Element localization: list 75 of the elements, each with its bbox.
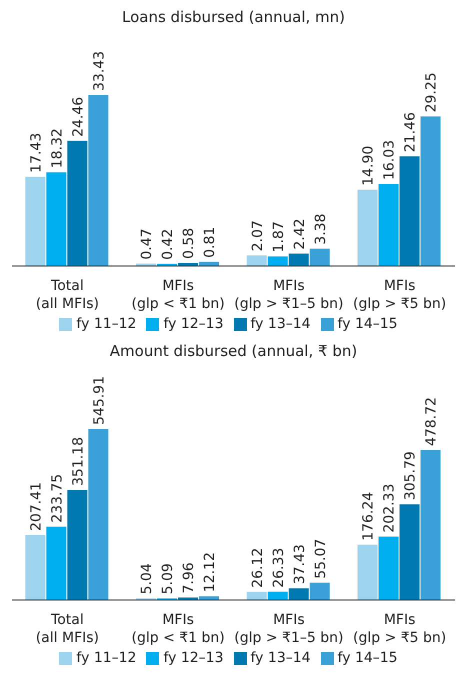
data-label: 545.91 [91, 376, 108, 425]
bar [46, 172, 66, 266]
x-tick-label: MFIs (glp > ₹5 bn) [353, 612, 446, 646]
legend-label: fy 14–15 [338, 316, 398, 332]
data-label: 0.42 [160, 228, 176, 260]
bar [67, 490, 88, 600]
bar [25, 535, 46, 600]
data-label: 0.58 [181, 228, 198, 260]
bar [400, 156, 420, 266]
bar [358, 544, 378, 600]
data-label: 12.12 [202, 552, 218, 592]
bar [46, 526, 66, 600]
chart-title: Amount disbursed (annual, ₹ bn) [108, 342, 358, 360]
bar [420, 450, 441, 600]
data-label: 1.87 [270, 221, 287, 252]
data-label: 16.03 [382, 140, 398, 180]
data-label: 176.24 [360, 492, 377, 541]
data-label: 17.43 [28, 132, 44, 173]
data-label: 351.18 [70, 436, 86, 486]
bar [246, 255, 267, 266]
bar [246, 592, 267, 600]
data-label: 3.38 [312, 214, 329, 245]
data-label: 7.96 [181, 562, 198, 594]
legend-label: fy 11–12 [76, 650, 136, 666]
bar [67, 140, 88, 266]
x-tick-label: MFIs (glp > ₹1–5 bn) [234, 612, 344, 646]
data-label: 5.09 [160, 563, 176, 594]
bar [25, 176, 46, 266]
data-label: 33.43 [91, 50, 108, 91]
bar [88, 94, 108, 266]
data-label: 37.43 [292, 544, 308, 584]
bar [310, 582, 330, 600]
bar [420, 116, 441, 266]
data-label: 14.90 [360, 146, 377, 186]
bar [358, 190, 378, 266]
x-tick-label: MFIs (glp > ₹5 bn) [353, 278, 446, 312]
bar [288, 588, 309, 600]
data-label: 24.46 [70, 96, 86, 137]
data-label: 26.12 [250, 548, 266, 588]
data-label: 18.32 [49, 128, 66, 168]
bar [378, 536, 399, 600]
data-label: 2.07 [250, 220, 266, 252]
x-tick-label: MFIs (glp > ₹1–5 bn) [234, 278, 344, 312]
bar [378, 184, 399, 266]
bar [288, 254, 309, 266]
x-tick-label: Total (all MFIs) [36, 278, 100, 312]
legend-label: fy 12–13 [163, 650, 224, 666]
x-tick-label: MFIs (glp < ₹1 bn) [132, 612, 225, 646]
bar [268, 592, 288, 600]
data-label: 0.47 [139, 228, 156, 260]
data-label: 55.07 [312, 538, 329, 579]
data-label: 26.33 [270, 548, 287, 588]
legend-label: fy 14–15 [338, 650, 398, 666]
bar [310, 248, 330, 266]
bar [199, 596, 220, 600]
legend-label: fy 12–13 [163, 316, 224, 332]
bar [268, 256, 288, 266]
chart-title: Loans disbursed (annual, mn) [120, 8, 346, 26]
data-label: 5.04 [139, 563, 156, 594]
data-label: 233.75 [49, 474, 66, 523]
data-label: 305.79 [402, 451, 419, 500]
x-tick-label: Total (all MFIs) [36, 612, 100, 646]
legend-label: fy 11–12 [76, 316, 136, 332]
data-label: 207.41 [28, 482, 44, 532]
legend-label: fy 13–14 [250, 650, 311, 666]
data-label: 21.46 [402, 112, 419, 152]
x-tick-label: MFIs (glp < ₹1 bn) [132, 278, 225, 312]
data-label: 0.81 [202, 226, 218, 258]
bar [88, 428, 108, 600]
bar [400, 504, 420, 600]
data-label: 478.72 [424, 397, 440, 446]
data-label: 202.33 [382, 484, 398, 533]
legend-label: fy 13–14 [250, 316, 311, 332]
data-label: 2.42 [292, 218, 308, 250]
data-label: 29.25 [424, 72, 440, 112]
